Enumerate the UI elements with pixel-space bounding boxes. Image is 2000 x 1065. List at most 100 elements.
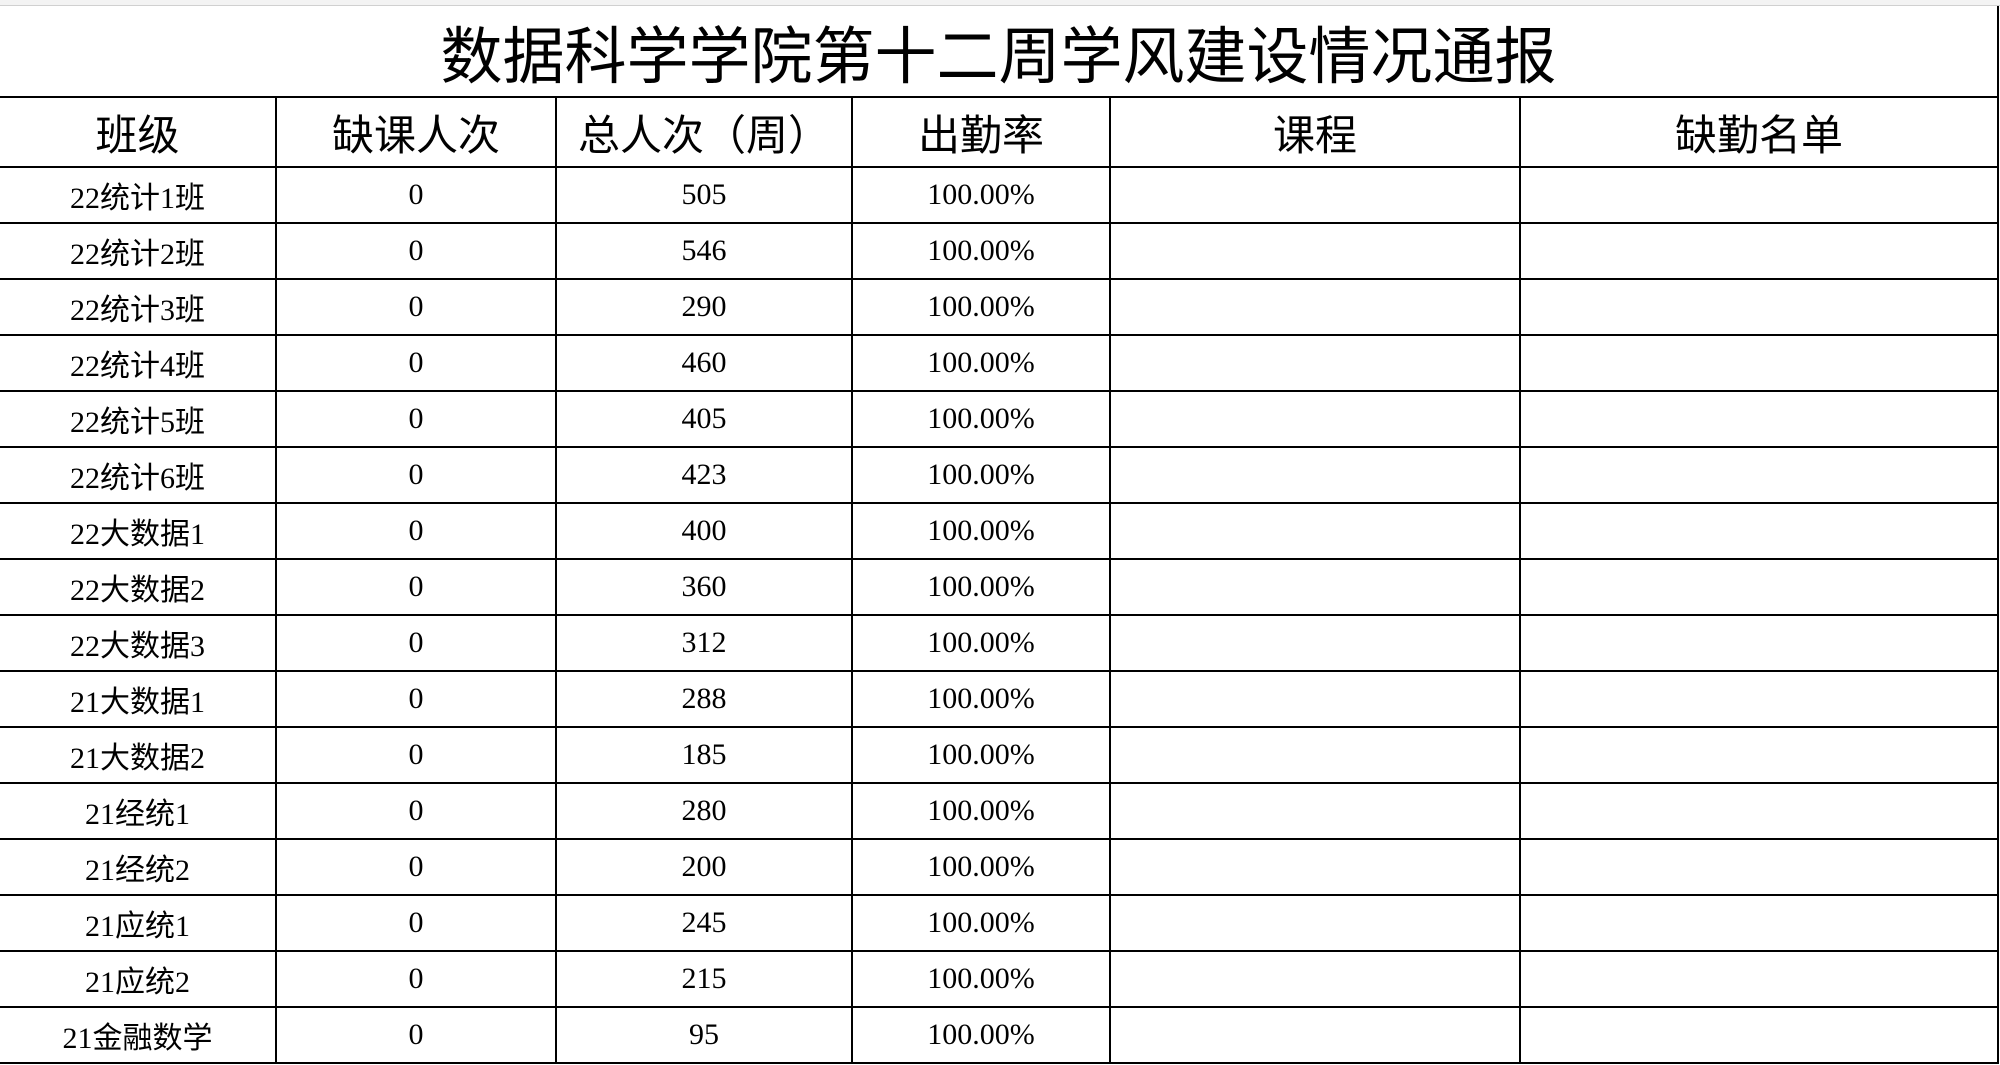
total-count-cell[interactable]: 312 xyxy=(555,614,853,672)
total-count-cell[interactable]: 405 xyxy=(555,390,853,448)
course-cell[interactable] xyxy=(1109,894,1521,952)
absence-count-cell[interactable]: 0 xyxy=(275,838,557,896)
absence-count-cell[interactable]: 0 xyxy=(275,334,557,392)
attendance-rate-cell[interactable]: 100.00% xyxy=(851,334,1111,392)
course-cell[interactable] xyxy=(1109,558,1521,616)
class-cell[interactable]: 22大数据1 xyxy=(0,502,277,560)
course-cell[interactable] xyxy=(1109,446,1521,504)
class-cell[interactable]: 21大数据1 xyxy=(0,670,277,728)
total-count-cell[interactable]: 245 xyxy=(555,894,853,952)
class-cell[interactable]: 22统计3班 xyxy=(0,278,277,336)
total-count-cell[interactable]: 400 xyxy=(555,502,853,560)
attendance-rate-cell[interactable]: 100.00% xyxy=(851,670,1111,728)
absence-count-cell[interactable]: 0 xyxy=(275,1006,557,1064)
report-title[interactable]: 数据科学学院第十二周学风建设情况通报 xyxy=(0,6,2000,98)
absentee-list-cell[interactable] xyxy=(1518,726,2000,784)
attendance-rate-cell[interactable]: 100.00% xyxy=(851,614,1111,672)
total-count-cell[interactable]: 505 xyxy=(555,166,853,224)
attendance-rate-cell[interactable]: 100.00% xyxy=(851,950,1111,1008)
total-count-cell[interactable]: 460 xyxy=(555,334,853,392)
course-cell[interactable] xyxy=(1109,950,1521,1008)
absentee-list-cell[interactable] xyxy=(1518,334,2000,392)
course-cell[interactable] xyxy=(1109,614,1521,672)
absence-count-cell[interactable]: 0 xyxy=(275,670,557,728)
total-count-cell[interactable]: 185 xyxy=(555,726,853,784)
course-cell[interactable] xyxy=(1109,726,1521,784)
absentee-list-cell[interactable] xyxy=(1518,670,2000,728)
absentee-list-cell[interactable] xyxy=(1518,166,2000,224)
course-cell[interactable] xyxy=(1109,502,1521,560)
absence-count-cell[interactable]: 0 xyxy=(275,614,557,672)
class-cell[interactable]: 21应统2 xyxy=(0,950,277,1008)
total-count-cell[interactable]: 546 xyxy=(555,222,853,280)
course-cell[interactable] xyxy=(1109,670,1521,728)
absence-count-cell[interactable]: 0 xyxy=(275,502,557,560)
absence-count-cell[interactable]: 0 xyxy=(275,222,557,280)
total-count-cell[interactable]: 288 xyxy=(555,670,853,728)
total-count-cell[interactable]: 200 xyxy=(555,838,853,896)
total-count-cell[interactable]: 95 xyxy=(555,1006,853,1064)
class-cell[interactable]: 21金融数学 xyxy=(0,1006,277,1064)
absence-count-cell[interactable]: 0 xyxy=(275,446,557,504)
class-cell[interactable]: 22统计1班 xyxy=(0,166,277,224)
course-cell[interactable] xyxy=(1109,334,1521,392)
column-header-attendance-rate[interactable]: 出勤率 xyxy=(851,96,1111,168)
class-cell[interactable]: 22统计2班 xyxy=(0,222,277,280)
class-cell[interactable]: 22大数据2 xyxy=(0,558,277,616)
course-cell[interactable] xyxy=(1109,166,1521,224)
course-cell[interactable] xyxy=(1109,1006,1521,1064)
course-cell[interactable] xyxy=(1109,838,1521,896)
absentee-list-cell[interactable] xyxy=(1518,502,2000,560)
absentee-list-cell[interactable] xyxy=(1518,446,2000,504)
column-header-absentee-list[interactable]: 缺勤名单 xyxy=(1518,96,2000,168)
absence-count-cell[interactable]: 0 xyxy=(275,726,557,784)
attendance-rate-cell[interactable]: 100.00% xyxy=(851,278,1111,336)
course-cell[interactable] xyxy=(1109,278,1521,336)
attendance-rate-cell[interactable]: 100.00% xyxy=(851,726,1111,784)
total-count-cell[interactable]: 215 xyxy=(555,950,853,1008)
column-header-total-count[interactable]: 总人次（周） xyxy=(555,96,853,168)
absence-count-cell[interactable]: 0 xyxy=(275,166,557,224)
absence-count-cell[interactable]: 0 xyxy=(275,894,557,952)
absence-count-cell[interactable]: 0 xyxy=(275,782,557,840)
class-cell[interactable]: 21经统2 xyxy=(0,838,277,896)
class-cell[interactable]: 22统计5班 xyxy=(0,390,277,448)
attendance-rate-cell[interactable]: 100.00% xyxy=(851,166,1111,224)
total-count-cell[interactable]: 423 xyxy=(555,446,853,504)
total-count-cell[interactable]: 360 xyxy=(555,558,853,616)
column-header-course[interactable]: 课程 xyxy=(1109,96,1521,168)
attendance-rate-cell[interactable]: 100.00% xyxy=(851,1006,1111,1064)
attendance-rate-cell[interactable]: 100.00% xyxy=(851,782,1111,840)
absentee-list-cell[interactable] xyxy=(1518,222,2000,280)
absentee-list-cell[interactable] xyxy=(1518,782,2000,840)
class-cell[interactable]: 22统计6班 xyxy=(0,446,277,504)
attendance-rate-cell[interactable]: 100.00% xyxy=(851,502,1111,560)
absentee-list-cell[interactable] xyxy=(1518,1006,2000,1064)
attendance-rate-cell[interactable]: 100.00% xyxy=(851,838,1111,896)
class-cell[interactable]: 22大数据3 xyxy=(0,614,277,672)
total-count-cell[interactable]: 280 xyxy=(555,782,853,840)
attendance-rate-cell[interactable]: 100.00% xyxy=(851,222,1111,280)
absentee-list-cell[interactable] xyxy=(1518,558,2000,616)
total-count-cell[interactable]: 290 xyxy=(555,278,853,336)
attendance-rate-cell[interactable]: 100.00% xyxy=(851,558,1111,616)
absence-count-cell[interactable]: 0 xyxy=(275,278,557,336)
absentee-list-cell[interactable] xyxy=(1518,278,2000,336)
absence-count-cell[interactable]: 0 xyxy=(275,950,557,1008)
absentee-list-cell[interactable] xyxy=(1518,390,2000,448)
absentee-list-cell[interactable] xyxy=(1518,894,2000,952)
class-cell[interactable]: 22统计4班 xyxy=(0,334,277,392)
class-cell[interactable]: 21经统1 xyxy=(0,782,277,840)
absentee-list-cell[interactable] xyxy=(1518,838,2000,896)
class-cell[interactable]: 21大数据2 xyxy=(0,726,277,784)
absence-count-cell[interactable]: 0 xyxy=(275,390,557,448)
class-cell[interactable]: 21应统1 xyxy=(0,894,277,952)
absentee-list-cell[interactable] xyxy=(1518,614,2000,672)
attendance-rate-cell[interactable]: 100.00% xyxy=(851,894,1111,952)
column-header-absence-count[interactable]: 缺课人次 xyxy=(275,96,557,168)
attendance-rate-cell[interactable]: 100.00% xyxy=(851,446,1111,504)
course-cell[interactable] xyxy=(1109,390,1521,448)
column-header-class[interactable]: 班级 xyxy=(0,96,277,168)
absentee-list-cell[interactable] xyxy=(1518,950,2000,1008)
course-cell[interactable] xyxy=(1109,782,1521,840)
